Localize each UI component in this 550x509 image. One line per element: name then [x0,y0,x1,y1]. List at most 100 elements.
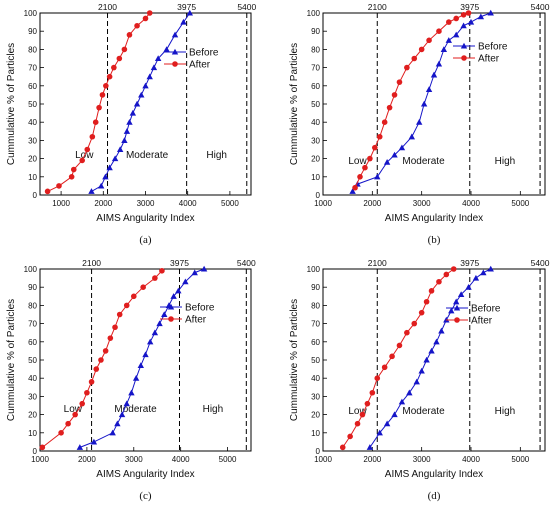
y-axis-label: Cummulative % of Particles [289,299,300,421]
x-tick-label: 1000 [314,199,332,208]
x-tick-label: 4000 [462,199,480,208]
zone-label-low: Low [348,156,367,167]
data-point-after [381,364,388,371]
y-tick-label: 80 [28,301,37,310]
data-point-before [467,18,475,25]
y-tick-label: 50 [28,100,37,109]
panel-label: (d) [428,490,441,502]
data-point-after [446,19,452,25]
data-point-before [445,37,452,43]
x-axis-label: AIMS Angularity Index [385,213,483,224]
data-point-after [389,353,395,360]
data-point-after [367,155,373,162]
data-point-after [364,400,371,407]
data-point-after [121,46,128,53]
data-point-before [423,356,430,363]
data-point-before [391,151,398,158]
y-tick-label: 40 [28,374,37,383]
data-point-after [70,166,77,173]
data-point-before [109,429,116,436]
data-point-before [128,389,135,396]
series-line-after [342,268,454,448]
data-point-after [411,320,418,327]
data-point-after [134,22,140,29]
x-tick-label: 3000 [413,199,431,208]
data-point-after [84,389,90,396]
y-tick-label: 90 [28,283,37,292]
data-point-after [107,335,114,341]
y-tick-label: 40 [311,374,320,383]
data-point-before [430,71,438,78]
data-point-before [156,320,163,327]
data-point-after [428,288,435,294]
zone-label-moderate: Moderate [402,156,445,167]
x-tick-label: 1000 [52,199,70,208]
y-tick-label: 80 [311,45,320,54]
y-tick-label: 70 [28,320,37,329]
y-tick-label: 100 [307,265,321,274]
data-point-after [362,164,368,171]
y-tick-label: 50 [311,100,320,109]
data-point-after [352,184,358,191]
y-tick-label: 80 [311,301,320,310]
threshold-label: 5400 [237,2,256,12]
data-point-after [453,15,460,22]
y-tick-label: 60 [311,82,320,91]
data-point-before [133,100,141,107]
data-point-before [121,137,128,143]
data-point-before [191,269,198,276]
legend-label-before: Before [471,304,501,315]
data-point-before [383,420,391,427]
x-axis-label: AIMS Angularity Index [96,469,194,480]
data-point-after [418,309,425,316]
data-point-after [460,12,467,18]
chart-panel-d: 0 10 20 30 40 50 60 70 80 90 100 1000 2000 3000 4000 50… [289,258,550,502]
data-point-after [89,133,96,140]
data-point-before [150,64,158,71]
data-point-before [161,311,168,318]
x-tick-label: 5000 [219,455,237,464]
x-tick-label: 4000 [172,455,190,464]
x-tick-label: 2000 [363,455,381,464]
y-tick-label: 60 [28,82,37,91]
x-axis-label: AIMS Angularity Index [385,469,483,480]
data-point-before [106,164,113,171]
data-point-after [418,46,425,53]
data-point-before [200,265,208,272]
data-point-after [423,298,430,305]
y-tick-label: 10 [311,429,320,438]
data-point-before [480,269,487,276]
data-point-after [68,174,75,180]
data-point-after [72,411,78,418]
y-tick-label: 40 [28,118,37,127]
data-point-after [450,266,457,272]
data-point-after [102,348,109,354]
y-tick-label: 100 [24,265,38,274]
data-point-before [477,13,485,20]
data-point-after [386,104,393,111]
data-point-after [396,342,403,349]
data-point-after [96,104,102,111]
data-point-before [102,173,109,180]
data-point-after [106,73,113,80]
data-point-before [154,55,162,62]
x-tick-label: 3000 [413,455,431,464]
zone-label-moderate: Moderate [114,404,157,415]
data-point-before [433,338,440,345]
data-point-before [123,400,130,407]
data-point-after [436,278,442,285]
data-point-after [79,157,85,164]
data-point-before [126,119,133,125]
data-point-before [88,188,95,194]
y-tick-label: 70 [311,64,320,73]
data-point-before [175,287,182,294]
data-point-after [369,389,376,396]
x-tick-label: 1000 [31,455,49,464]
data-point-before [418,367,425,374]
data-point-before [146,73,153,80]
data-point-before [90,438,98,445]
data-point-before [440,46,448,52]
y-axis-label: Cummulative % of Particles [289,43,300,165]
threshold-label: 3975 [460,258,479,268]
